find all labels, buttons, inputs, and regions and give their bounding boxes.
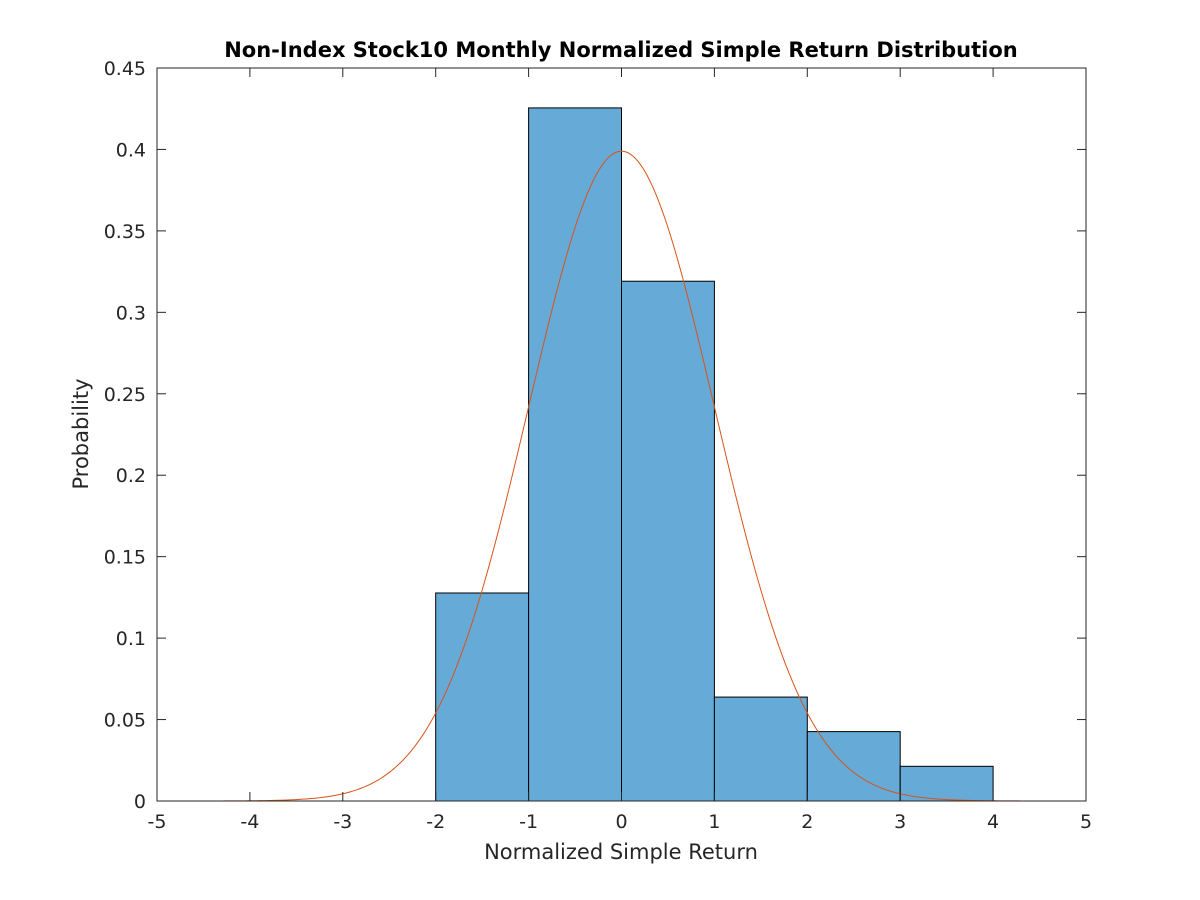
y-tick-label: 0.05 xyxy=(104,710,146,732)
histogram-bar xyxy=(621,280,715,802)
plot-area xyxy=(156,67,1087,802)
x-tick-label: -2 xyxy=(426,811,445,833)
y-tick-label: 0.1 xyxy=(116,628,146,650)
x-tick-label: 1 xyxy=(708,811,720,833)
y-tick-label: 0.4 xyxy=(116,139,146,161)
histogram-bar xyxy=(806,731,901,802)
x-tick-label: -5 xyxy=(148,811,167,833)
y-tick-label: 0.2 xyxy=(116,465,146,487)
x-tick-label: -3 xyxy=(333,811,352,833)
x-tick-label: -4 xyxy=(240,811,259,833)
y-tick-label: 0.35 xyxy=(104,221,146,243)
histogram-bar xyxy=(713,696,808,802)
y-tick-label: 0.45 xyxy=(104,58,146,80)
x-axis-label: Normalized Simple Return xyxy=(484,840,758,864)
y-tick-label: 0 xyxy=(134,791,146,813)
histogram-bar xyxy=(899,765,994,802)
histogram-bar xyxy=(435,592,530,802)
y-tick-label: 0.25 xyxy=(104,384,146,406)
x-tick-labels: -5 -4 -3 -2 -1 0 1 2 3 4 5 xyxy=(148,811,1093,833)
axis-ticks xyxy=(156,67,1087,802)
normal-density-curve xyxy=(157,150,1086,802)
y-axis-label: Probability xyxy=(69,378,93,489)
y-tick-label: 0.15 xyxy=(104,547,146,569)
histogram-bars xyxy=(435,107,994,802)
y-tick-labels: 0 0.05 0.1 0.15 0.2 0.25 0.3 0.35 0.4 0.45 xyxy=(104,58,146,813)
x-tick-label: 3 xyxy=(894,811,906,833)
x-tick-label: 4 xyxy=(987,811,999,833)
y-tick-label: 0.3 xyxy=(116,302,146,324)
histogram-bar xyxy=(528,107,622,802)
chart-title: Non-Index Stock10 Monthly Normalized Sim… xyxy=(224,38,1018,62)
x-tick-label: 0 xyxy=(615,811,627,833)
x-tick-label: 5 xyxy=(1080,811,1092,833)
x-tick-label: -1 xyxy=(519,811,538,833)
x-tick-label: 2 xyxy=(801,811,813,833)
